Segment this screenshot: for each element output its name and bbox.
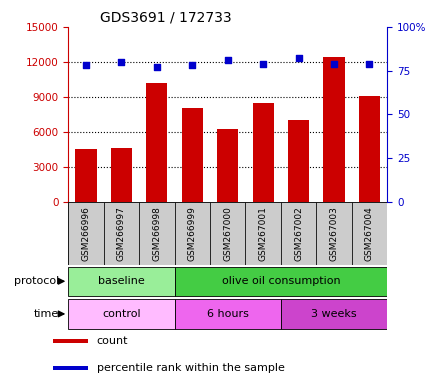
Bar	[323, 57, 345, 202]
Text: control: control	[102, 309, 141, 319]
Text: GSM266999: GSM266999	[188, 206, 197, 261]
Text: count: count	[97, 336, 128, 346]
Point	[330, 61, 337, 67]
Text: GSM267003: GSM267003	[330, 206, 338, 261]
Bar	[111, 148, 132, 202]
Text: GSM267004: GSM267004	[365, 206, 374, 261]
FancyBboxPatch shape	[68, 299, 175, 329]
FancyBboxPatch shape	[210, 202, 246, 265]
Text: 6 hours: 6 hours	[207, 309, 249, 319]
Point	[118, 59, 125, 65]
Bar	[182, 108, 203, 202]
Text: 3 weeks: 3 weeks	[311, 309, 357, 319]
Point	[153, 64, 160, 70]
Text: GSM266996: GSM266996	[81, 206, 91, 261]
Point	[260, 61, 267, 67]
FancyBboxPatch shape	[352, 202, 387, 265]
FancyBboxPatch shape	[281, 299, 387, 329]
Text: GSM267001: GSM267001	[259, 206, 268, 261]
Point	[366, 61, 373, 67]
Bar	[53, 366, 88, 370]
Bar	[53, 339, 88, 343]
Text: olive oil consumption: olive oil consumption	[222, 276, 340, 286]
Bar	[217, 129, 238, 202]
Point	[189, 62, 196, 68]
Text: GSM266997: GSM266997	[117, 206, 126, 261]
Bar	[288, 120, 309, 202]
FancyBboxPatch shape	[68, 202, 104, 265]
FancyBboxPatch shape	[246, 202, 281, 265]
FancyBboxPatch shape	[175, 266, 387, 296]
Bar	[146, 83, 168, 202]
Text: baseline: baseline	[98, 276, 145, 286]
Text: protocol: protocol	[14, 276, 59, 286]
Text: GSM266998: GSM266998	[152, 206, 161, 261]
Text: time: time	[34, 309, 59, 319]
Bar	[253, 103, 274, 202]
FancyBboxPatch shape	[68, 266, 175, 296]
FancyBboxPatch shape	[175, 299, 281, 329]
Point	[82, 62, 89, 68]
FancyBboxPatch shape	[281, 202, 316, 265]
Text: GSM267000: GSM267000	[223, 206, 232, 261]
FancyBboxPatch shape	[104, 202, 139, 265]
Bar	[359, 96, 380, 202]
FancyBboxPatch shape	[139, 202, 175, 265]
Text: percentile rank within the sample: percentile rank within the sample	[97, 363, 285, 373]
Text: GDS3691 / 172733: GDS3691 / 172733	[100, 10, 232, 24]
Point	[224, 57, 231, 63]
FancyBboxPatch shape	[175, 202, 210, 265]
FancyBboxPatch shape	[316, 202, 352, 265]
Bar	[75, 149, 96, 202]
Point	[295, 55, 302, 61]
Text: GSM267002: GSM267002	[294, 206, 303, 261]
